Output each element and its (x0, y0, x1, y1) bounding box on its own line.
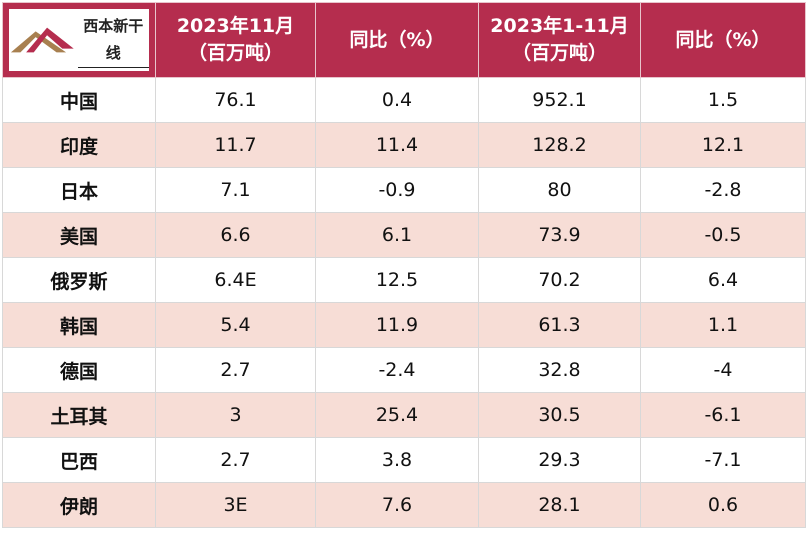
ytd-output-cell: 32.8 (478, 347, 641, 393)
nov-output-cell: 7.1 (155, 167, 316, 213)
country-cell: 韩国 (2, 302, 156, 348)
nov-output-cell: 5.4 (155, 302, 316, 348)
nov-output-cell: 6.4E (155, 257, 316, 303)
country-cell: 中国 (2, 77, 156, 123)
ytd-yoy-cell: -0.5 (640, 212, 806, 258)
ytd-yoy-cell: 1.1 (640, 302, 806, 348)
nov-output-cell: 11.7 (155, 122, 316, 168)
ytd-output-cell: 61.3 (478, 302, 641, 348)
nov-output-cell: 6.6 (155, 212, 316, 258)
country-cell: 印度 (2, 122, 156, 168)
table-row: 美国 6.6 6.1 73.9 -0.5 (2, 212, 806, 258)
country-cell: 土耳其 (2, 392, 156, 438)
nov-yoy-cell: 0.4 (315, 77, 479, 123)
nov-output-cell: 2.7 (155, 437, 316, 483)
table-row: 中国 76.1 0.4 952.1 1.5 (2, 77, 806, 123)
nov-yoy-cell: 11.4 (315, 122, 479, 168)
steel-output-table: 西本新干线 2023年11月 （百万吨） 同比（%） 2023年1-11月 （百万吨… (2, 2, 806, 528)
ytd-yoy-cell: -2.8 (640, 167, 806, 213)
nov-yoy-cell: 25.4 (315, 392, 479, 438)
ytd-output-cell: 952.1 (478, 77, 641, 123)
header-nov-yoy: 同比（%） (315, 2, 479, 78)
ytd-yoy-cell: -7.1 (640, 437, 806, 483)
nov-yoy-cell: 11.9 (315, 302, 479, 348)
logo-cell: 西本新干线 (2, 2, 156, 78)
table-row: 日本 7.1 -0.9 80 -2.8 (2, 167, 806, 213)
ytd-output-cell: 80 (478, 167, 641, 213)
ytd-yoy-cell: 0.6 (640, 482, 806, 528)
ytd-yoy-cell: -4 (640, 347, 806, 393)
mountain-logo-icon (10, 27, 74, 53)
table-row: 韩国 5.4 11.9 61.3 1.1 (2, 302, 806, 348)
ytd-output-cell: 128.2 (478, 122, 641, 168)
nov-yoy-cell: 7.6 (315, 482, 479, 528)
ytd-output-cell: 73.9 (478, 212, 641, 258)
country-cell: 巴西 (2, 437, 156, 483)
ytd-output-cell: 30.5 (478, 392, 641, 438)
table-row: 巴西 2.7 3.8 29.3 -7.1 (2, 437, 806, 483)
nov-output-cell: 76.1 (155, 77, 316, 123)
header-nov: 2023年11月 （百万吨） (155, 2, 316, 78)
country-cell: 德国 (2, 347, 156, 393)
header-row: 西本新干线 2023年11月 （百万吨） 同比（%） 2023年1-11月 （百万吨… (2, 2, 806, 78)
table-row: 土耳其 3 25.4 30.5 -6.1 (2, 392, 806, 438)
table-row: 俄罗斯 6.4E 12.5 70.2 6.4 (2, 257, 806, 303)
logo-text: 西本新干线 (77, 13, 149, 68)
country-cell: 日本 (2, 167, 156, 213)
ytd-output-cell: 28.1 (478, 482, 641, 528)
country-cell: 美国 (2, 212, 156, 258)
ytd-yoy-cell: 12.1 (640, 122, 806, 168)
table-row: 伊朗 3E 7.6 28.1 0.6 (2, 482, 806, 528)
header-ytd-yoy: 同比（%） (640, 2, 806, 78)
ytd-output-cell: 29.3 (478, 437, 641, 483)
nov-yoy-cell: -2.4 (315, 347, 479, 393)
header-nov-label: 2023年11月 (176, 15, 295, 37)
nov-yoy-cell: 12.5 (315, 257, 479, 303)
header-nov-unit: （百万吨） (187, 42, 283, 64)
company-logo: 西本新干线 (9, 9, 149, 71)
ytd-yoy-cell: 1.5 (640, 77, 806, 123)
header-ytd: 2023年1-11月 （百万吨） (478, 2, 641, 78)
header-ytd-unit: （百万吨） (511, 42, 607, 64)
ytd-output-cell: 70.2 (478, 257, 641, 303)
nov-yoy-cell: 3.8 (315, 437, 479, 483)
ytd-yoy-cell: -6.1 (640, 392, 806, 438)
country-cell: 伊朗 (2, 482, 156, 528)
table-row: 德国 2.7 -2.4 32.8 -4 (2, 347, 806, 393)
header-ytd-label: 2023年1-11月 (490, 15, 629, 37)
nov-output-cell: 3E (155, 482, 316, 528)
ytd-yoy-cell: 6.4 (640, 257, 806, 303)
table-row: 印度 11.7 11.4 128.2 12.1 (2, 122, 806, 168)
nov-output-cell: 3 (155, 392, 316, 438)
nov-yoy-cell: -0.9 (315, 167, 479, 213)
nov-output-cell: 2.7 (155, 347, 316, 393)
country-cell: 俄罗斯 (2, 257, 156, 303)
nov-yoy-cell: 6.1 (315, 212, 479, 258)
